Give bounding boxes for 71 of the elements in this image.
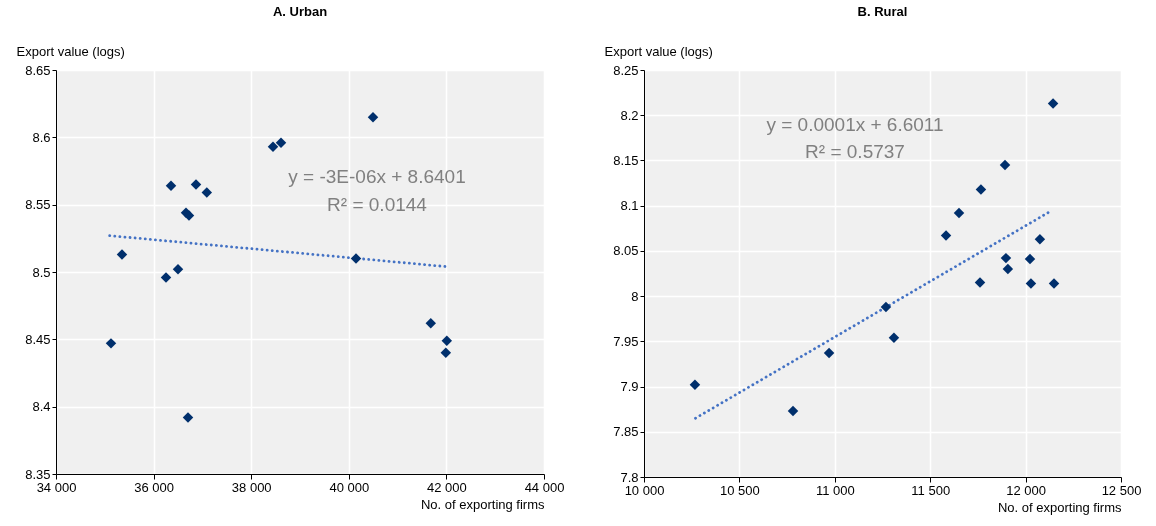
x-axis-title: No. of exporting firms <box>420 496 545 512</box>
point <box>940 230 952 241</box>
annotation: R² = 0.0144 <box>327 194 428 215</box>
point <box>425 317 437 329</box>
point <box>105 338 117 349</box>
y-tick-label: 8.65 <box>25 62 51 78</box>
y-tick-label: 7.95 <box>613 333 639 349</box>
point <box>182 412 194 423</box>
point <box>975 184 987 195</box>
y-axis-title: Export value (logs) <box>16 43 125 59</box>
x-tick-label: 44 000 <box>524 479 565 495</box>
point <box>1047 98 1059 109</box>
x-axis-title: No. of exporting firms <box>997 499 1122 515</box>
y-tick-label: 7.85 <box>613 424 639 440</box>
point <box>880 301 892 313</box>
y-axis-title: Export value (logs) <box>604 43 713 59</box>
x-tick-label: 42 000 <box>427 479 467 495</box>
point <box>953 207 965 219</box>
point <box>165 180 177 192</box>
y-tick-label: 7.9 <box>620 379 639 395</box>
point <box>1024 253 1036 265</box>
x-tick-label: 12 500 <box>1101 482 1142 498</box>
y-tick-label: 8.15 <box>613 152 639 168</box>
chart-title: A. Urban <box>272 4 328 19</box>
point <box>888 332 900 343</box>
y-tick-label: 8.4 <box>32 399 51 415</box>
point <box>1048 278 1060 289</box>
point <box>440 347 452 359</box>
point <box>267 141 279 152</box>
point <box>201 187 213 198</box>
x-tick-label: 10 000 <box>624 482 665 498</box>
y-tick-label: 8 <box>631 288 639 304</box>
x-tick-label: 40 000 <box>329 479 370 495</box>
point <box>367 111 379 123</box>
x-tick-label: 12 000 <box>1006 482 1046 498</box>
x-tick-label: 36 000 <box>134 479 174 495</box>
x-tick-label: 38 000 <box>231 479 272 495</box>
point <box>116 249 128 260</box>
point <box>1000 252 1012 264</box>
point <box>1025 278 1037 289</box>
point <box>1034 233 1046 245</box>
y-tick-label: 8.45 <box>25 331 51 347</box>
y-tick-label: 8.05 <box>613 243 639 259</box>
y-tick-label: 8.5 <box>32 264 51 280</box>
annotation: y = 0.0001x + 6.6011 <box>766 114 944 135</box>
point <box>441 335 453 346</box>
point <box>974 277 986 288</box>
chart-title: B. Rural <box>857 4 908 19</box>
y-tick-label: 8.25 <box>613 62 639 78</box>
y-tick-label: 8.55 <box>25 197 51 213</box>
point <box>787 405 799 417</box>
y-tick-label: 8.2 <box>620 107 639 123</box>
y-tick-label: 8.6 <box>32 129 51 145</box>
annotation: y = -3E-06x + 8.6401 <box>288 166 466 187</box>
point <box>823 347 835 359</box>
x-tick-label: 11 500 <box>911 482 951 498</box>
y-tick-label: 7.8 <box>620 469 639 485</box>
point <box>999 159 1011 171</box>
x-tick-label: 11 000 <box>815 482 855 498</box>
y-tick-label: 8.35 <box>25 466 51 482</box>
annotation: R² = 0.5737 <box>805 141 905 162</box>
point <box>190 179 202 190</box>
point <box>689 379 701 390</box>
point <box>275 137 287 148</box>
point <box>172 264 184 275</box>
x-tick-label: 34 000 <box>36 479 77 495</box>
y-tick-label: 8.1 <box>620 198 639 214</box>
x-tick-label: 10 500 <box>720 482 760 498</box>
point <box>160 272 172 283</box>
point <box>1002 263 1014 275</box>
point <box>350 253 362 264</box>
